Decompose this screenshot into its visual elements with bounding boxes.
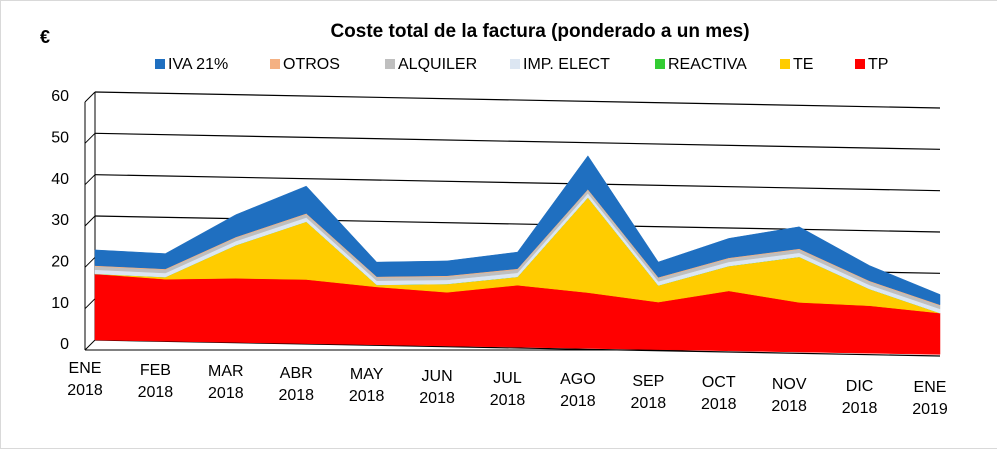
legend-label: IVA 21%: [168, 56, 228, 73]
x-tick-label: FEB 2018: [137, 361, 174, 401]
legend-swatch: [385, 59, 395, 69]
y-axis-label: €: [40, 27, 50, 47]
area: [94, 155, 941, 306]
x-tick-label: JUN 2018: [419, 368, 455, 407]
grid-line: [84, 339, 96, 351]
grid-line: [94, 132, 941, 150]
legend-label: ALQUILER: [398, 56, 477, 73]
x-tick-label: AGO 2018: [560, 371, 596, 411]
y-tick-label: 40: [51, 171, 69, 188]
legend-label: REACTIVA: [668, 56, 747, 73]
legend-swatch: [155, 59, 165, 69]
y-tick-label: 10: [51, 295, 69, 312]
x-tick-label: OCT 2018: [700, 374, 737, 414]
x-tick-label: MAY 2018: [348, 366, 385, 406]
y-tick-label: 20: [51, 254, 69, 271]
grid-line: [84, 174, 96, 186]
legend-swatch: [655, 59, 665, 69]
grid-line: [84, 298, 96, 310]
x-tick-label: DIC 2018: [841, 377, 878, 417]
x-tick-label: MAR 2018: [208, 363, 244, 403]
legend-swatch: [510, 59, 520, 69]
legend-label: OTROS: [283, 56, 340, 73]
grid-line: [94, 91, 941, 109]
grid-line: [94, 174, 941, 192]
legend-label: IMP. ELECT: [523, 56, 610, 73]
grid-line: [84, 256, 96, 268]
x-tick-label: ENE 2019: [912, 379, 948, 419]
legend-label: TP: [868, 56, 888, 73]
grid-line: [84, 91, 96, 103]
x-tick-label: ABR 2018: [278, 364, 315, 404]
legend-swatch: [780, 59, 790, 69]
grid-line: [84, 215, 96, 227]
y-tick-label: 50: [51, 130, 69, 147]
y-tick-label: 60: [51, 88, 69, 105]
x-tick-label: NOV 2018: [771, 376, 807, 415]
y-tick-label: 30: [51, 212, 69, 229]
legend-label: TE: [793, 56, 813, 73]
grid-line: [94, 339, 941, 357]
legend-swatch: [855, 59, 865, 69]
x-tick-label: ENE 2018: [67, 360, 103, 399]
y-tick-label: 0: [60, 336, 69, 353]
x-tick-label: SEP 2018: [630, 372, 667, 412]
chart-title: Coste total de la factura (ponderado a u…: [330, 21, 749, 42]
legend-swatch: [270, 59, 280, 69]
grid-line: [84, 132, 96, 144]
x-tick-label: JUL 2018: [489, 369, 526, 409]
